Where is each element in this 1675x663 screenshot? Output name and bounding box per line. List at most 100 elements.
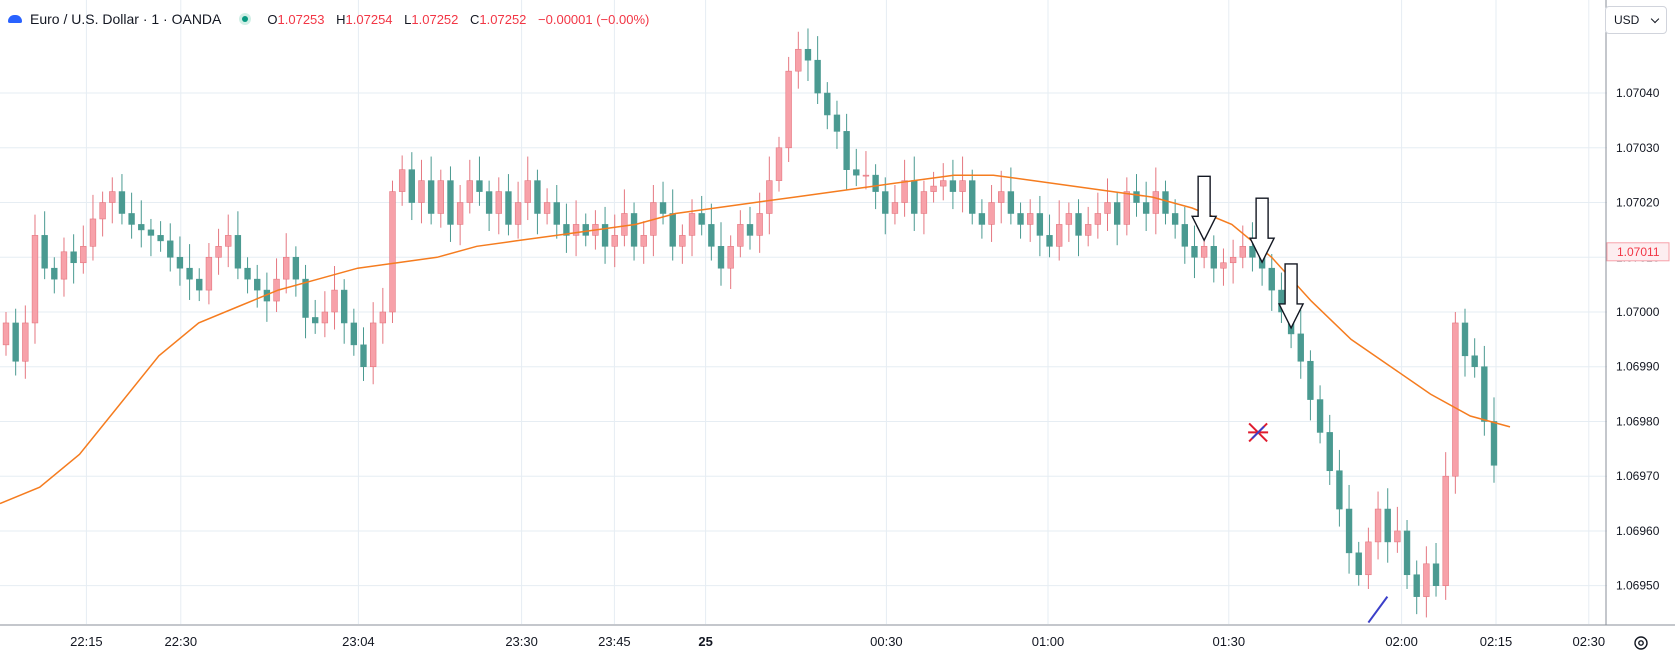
candle-body[interactable] xyxy=(698,213,705,225)
candle-body[interactable] xyxy=(1171,213,1179,225)
candle-body[interactable] xyxy=(737,224,744,247)
candle-body[interactable] xyxy=(746,224,754,236)
candle-body[interactable] xyxy=(1297,333,1304,362)
candle-body[interactable] xyxy=(949,180,957,192)
candle-body[interactable] xyxy=(1075,213,1082,236)
candle-body[interactable] xyxy=(891,202,899,214)
candle-body[interactable] xyxy=(988,202,995,225)
candle-body[interactable] xyxy=(785,70,792,149)
candle-body[interactable] xyxy=(1481,366,1488,422)
down-arrow-annotation[interactable] xyxy=(1248,197,1276,264)
candle-body[interactable] xyxy=(1432,563,1440,586)
candle-body[interactable] xyxy=(1249,246,1256,258)
symbol-title[interactable]: Euro / U.S. Dollar · 1 · OANDA xyxy=(30,11,222,27)
candle-body[interactable] xyxy=(485,191,493,214)
candle-body[interactable] xyxy=(1345,508,1353,554)
candle-body[interactable] xyxy=(244,267,251,280)
candle-body[interactable] xyxy=(998,191,1005,203)
candle-body[interactable] xyxy=(1191,246,1198,258)
candle-body[interactable] xyxy=(1094,213,1102,225)
candle-body[interactable] xyxy=(109,191,116,203)
candle-body[interactable] xyxy=(51,267,58,280)
candle-body[interactable] xyxy=(1355,552,1362,576)
candle-body[interactable] xyxy=(225,235,232,247)
candle-body[interactable] xyxy=(1085,224,1092,236)
candle-body[interactable] xyxy=(843,131,850,170)
candle-body[interactable] xyxy=(99,202,106,220)
candle-body[interactable] xyxy=(2,322,10,346)
candle-body[interactable] xyxy=(302,278,309,318)
candle-body[interactable] xyxy=(138,224,145,231)
candle-body[interactable] xyxy=(437,180,444,214)
candle-body[interactable] xyxy=(1452,322,1459,477)
candle-body[interactable] xyxy=(553,202,560,225)
candle-body[interactable] xyxy=(1374,508,1382,543)
candle-body[interactable] xyxy=(1268,267,1275,291)
candle-body[interactable] xyxy=(543,202,551,214)
candle-body[interactable] xyxy=(350,322,358,346)
candle-body[interactable] xyxy=(524,180,531,203)
candle-body[interactable] xyxy=(940,180,947,187)
candle-body[interactable] xyxy=(688,213,696,236)
candle-body[interactable] xyxy=(1365,541,1372,576)
candle-body[interactable] xyxy=(167,240,174,258)
candle-body[interactable] xyxy=(147,229,155,236)
trendline-drawing[interactable] xyxy=(1367,596,1389,624)
candle-body[interactable] xyxy=(360,344,367,368)
candle-body[interactable] xyxy=(1326,432,1333,472)
candle-body[interactable] xyxy=(572,224,580,236)
candle-body[interactable] xyxy=(872,174,879,192)
candle-body[interactable] xyxy=(1046,235,1053,247)
candle-body[interactable] xyxy=(1394,530,1401,543)
candle-body[interactable] xyxy=(1220,262,1227,269)
candle-body[interactable] xyxy=(283,256,290,280)
candle-body[interactable] xyxy=(1423,563,1430,597)
candle-body[interactable] xyxy=(1471,355,1478,368)
candle-body[interactable] xyxy=(331,289,338,313)
candle-body[interactable] xyxy=(505,191,512,225)
candle-body[interactable] xyxy=(582,224,589,236)
candle-body[interactable] xyxy=(1229,256,1237,264)
candle-body[interactable] xyxy=(1200,246,1208,258)
candle-body[interactable] xyxy=(766,180,773,214)
candle-body[interactable] xyxy=(717,246,725,269)
candle-body[interactable] xyxy=(205,256,213,291)
candle-body[interactable] xyxy=(418,180,425,203)
candle-body[interactable] xyxy=(1181,224,1188,247)
candle-body[interactable] xyxy=(727,246,734,269)
candle-body[interactable] xyxy=(775,147,783,181)
candle-body[interactable] xyxy=(1461,322,1469,357)
candle-body[interactable] xyxy=(60,251,68,280)
candle-body[interactable] xyxy=(534,180,541,214)
candle-body[interactable] xyxy=(601,224,609,247)
candle-body[interactable] xyxy=(292,256,300,280)
candle-body[interactable] xyxy=(514,202,522,225)
candle-body[interactable] xyxy=(853,169,860,176)
candle-body[interactable] xyxy=(1007,191,1015,214)
candle-body[interactable] xyxy=(118,191,126,214)
down-arrow-annotation[interactable] xyxy=(1277,263,1305,330)
candle-body[interactable] xyxy=(22,322,29,362)
candle-body[interactable] xyxy=(824,92,831,116)
candle-body[interactable] xyxy=(708,224,715,247)
down-arrow-annotation[interactable] xyxy=(1190,175,1218,242)
candle-body[interactable] xyxy=(833,114,841,132)
candle-body[interactable] xyxy=(389,191,396,313)
candle-body[interactable] xyxy=(1278,289,1285,313)
candle-body[interactable] xyxy=(427,180,435,214)
candle-body[interactable] xyxy=(1162,191,1169,214)
candle-body[interactable] xyxy=(679,235,686,247)
candle-body[interactable] xyxy=(447,180,454,225)
candle-body[interactable] xyxy=(920,191,928,214)
settings-button[interactable] xyxy=(1630,632,1652,654)
candle-body[interactable] xyxy=(640,235,647,247)
candle-body[interactable] xyxy=(930,185,937,192)
candle-body[interactable] xyxy=(1316,399,1324,433)
candle-body[interactable] xyxy=(630,213,638,247)
candle-body[interactable] xyxy=(795,48,802,72)
candle-body[interactable] xyxy=(476,180,483,192)
candle-body[interactable] xyxy=(563,224,570,236)
candle-body[interactable] xyxy=(1056,224,1063,247)
candle-body[interactable] xyxy=(234,235,242,269)
